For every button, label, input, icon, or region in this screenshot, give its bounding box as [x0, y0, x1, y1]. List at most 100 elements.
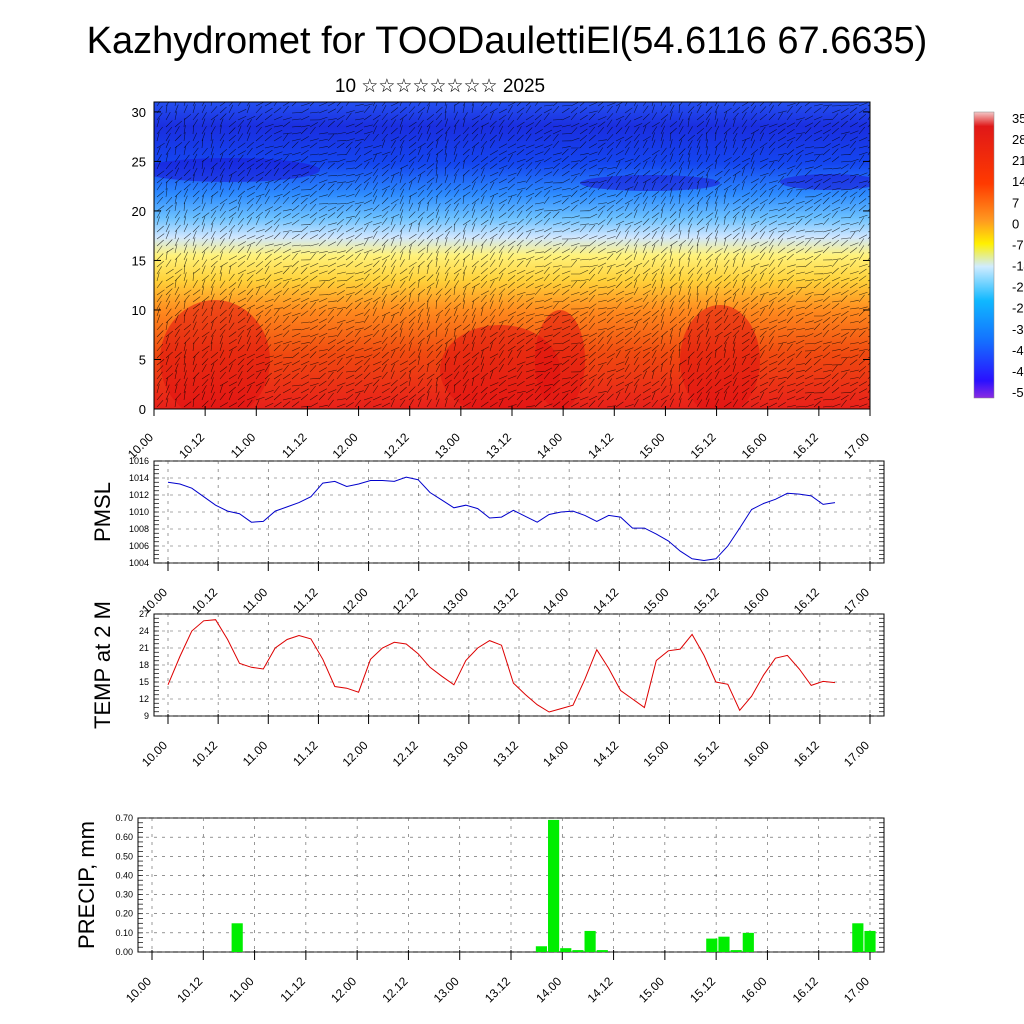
- precip-chart: 0.00 0.10 0.20 0.30 0.40 0.50 0.60 0.70 PRECIP, …: [74, 813, 885, 1005]
- heatmap-xtick-label: 13.00: [432, 430, 463, 461]
- temp-xtick-label: 10.00: [139, 738, 170, 769]
- temp-ytick-label: 27: [139, 609, 149, 619]
- pmsl-xtick-label: 12.00: [340, 585, 371, 616]
- temp-xtick-label: 17.00: [841, 738, 872, 769]
- precip-bar: [548, 819, 560, 952]
- precip-xtick-label: 14.00: [533, 974, 564, 1005]
- pmsl-xtick-label: 17.00: [841, 585, 872, 616]
- colorbar-label: -14: [1012, 259, 1024, 274]
- heatmap-ytick-label: 25: [132, 154, 146, 169]
- heatmap-xtick-label: 12.12: [381, 430, 412, 461]
- temp-xtick-label: 12.00: [340, 738, 371, 769]
- precip-bar: [572, 950, 584, 952]
- precip-ytick-label: 0.10: [115, 928, 133, 938]
- pmsl-xtick-label: 14.12: [590, 585, 621, 616]
- heatmap-ytick-label: 5: [139, 352, 146, 367]
- heatmap-xtick-label: 14.00: [534, 430, 565, 461]
- precip-bar: [864, 930, 876, 952]
- colorbar-label: 35: [1012, 111, 1024, 126]
- precip-xtick-label: 12.12: [379, 974, 410, 1005]
- precip-xtick-label: 15.00: [636, 974, 667, 1005]
- colorbar-label: 21: [1012, 153, 1024, 168]
- heatmap-xtick-label: 13.12: [483, 430, 514, 461]
- precip-bar: [742, 932, 754, 952]
- temp-xtick-label: 11.12: [290, 738, 321, 769]
- precip-ytick-label: 0.20: [115, 909, 133, 919]
- pmsl-series-line: [167, 476, 836, 562]
- warm-cell: [160, 300, 270, 409]
- temp-ytick-label: 24: [139, 626, 149, 636]
- colorbar-label: -7: [1012, 237, 1024, 252]
- precip-bar: [730, 950, 742, 952]
- temp-xtick-label: 11.00: [240, 738, 271, 769]
- colorbar-label: -21: [1012, 280, 1024, 295]
- colorbar-label: -42: [1012, 343, 1024, 358]
- pmsl-ytick-label: 1012: [129, 490, 149, 500]
- temp-xtick-label: 14.12: [590, 738, 621, 769]
- precip-bar: [718, 936, 730, 952]
- temp-ytick-label: 12: [139, 694, 149, 704]
- precip-xtick-label: 13.00: [431, 974, 462, 1005]
- colorbar-label: -49: [1012, 364, 1024, 379]
- temp-ytick-label: 21: [139, 643, 149, 653]
- precip-xtick-label: 11.00: [226, 974, 257, 1005]
- warm-cell: [440, 325, 560, 409]
- pmsl-xtick-label: 15.12: [691, 585, 722, 616]
- cold-cell: [580, 175, 720, 191]
- heatmap-xtick-label: 16.12: [790, 430, 821, 461]
- precip-xtick-label: 10.12: [174, 974, 205, 1005]
- colorbar-label: 0: [1012, 216, 1019, 231]
- colorbar-label: 28: [1012, 132, 1024, 147]
- heatmap-ytick-label: 15: [132, 253, 146, 268]
- precip-xtick-label: 16.00: [738, 974, 769, 1005]
- precip-xtick-label: 13.12: [482, 974, 513, 1005]
- pmsl-ytick-label: 1010: [129, 507, 149, 517]
- colorbar-label: -35: [1012, 322, 1024, 337]
- temp-xtick-label: 16.00: [741, 738, 772, 769]
- pmsl-xtick-label: 15.00: [640, 585, 671, 616]
- precip-xtick-label: 10.00: [123, 974, 154, 1005]
- colorbar-label: -28: [1012, 301, 1024, 316]
- pmsl-ytick-label: 1014: [129, 473, 149, 483]
- heatmap-xtick-label: 15.00: [636, 430, 667, 461]
- pmsl-ytick-label: 1008: [129, 524, 149, 534]
- temp-xtick-label: 15.12: [691, 738, 722, 769]
- temp-ytick-label: 18: [139, 660, 149, 670]
- precip-xtick-label: 15.12: [687, 974, 718, 1005]
- precip-ytick-label: 0.30: [115, 890, 133, 900]
- temp-series-line: [167, 619, 836, 713]
- colorbar-label: 14: [1012, 174, 1024, 189]
- temp2m-chart: 9 12 15 18 21 24 27 TEMP at 2 M 10.00 10.12 11.00 1…: [90, 601, 885, 769]
- precip-bar: [231, 923, 243, 952]
- temp-xtick-label: 15.00: [640, 738, 671, 769]
- temp-xtick-label: 13.00: [440, 738, 471, 769]
- precip-xtick-label: 17.00: [841, 974, 872, 1005]
- temp-xtick-label: 10.12: [189, 738, 220, 769]
- pmsl-xtick-label: 14.00: [540, 585, 571, 616]
- colorbar-label: 7: [1012, 195, 1019, 210]
- pmsl-xtick-label: 16.12: [791, 585, 822, 616]
- colorbar-ramp: [973, 111, 995, 399]
- precip-ytick-label: 0.00: [115, 947, 133, 957]
- colorbar-label: -56: [1012, 385, 1024, 400]
- figure-title: Kazhydromet for TOODaulettiEl(54.6116 67…: [87, 20, 928, 62]
- pmsl-xtick-label: 16.00: [741, 585, 772, 616]
- temp-ytick-label: 15: [139, 677, 149, 687]
- precip-bar: [706, 938, 718, 952]
- pmsl-ylabel: PMSL: [90, 482, 115, 542]
- precip-bar: [535, 946, 548, 952]
- temp-xtick-label: 16.12: [791, 738, 822, 769]
- temp-xtick-label: 14.00: [540, 738, 571, 769]
- heatmap-overlay: [154, 102, 870, 409]
- pmsl-xtick-label: 13.00: [440, 585, 471, 616]
- heatmap-xtick-label: 11.12: [279, 430, 310, 461]
- colorbar: 35 28 21 14 7 0 -7 -14 -21 -28 -35 -42 -49 -56: [973, 111, 1024, 400]
- precip-ytick-label: 0.70: [115, 813, 133, 823]
- precip-ytick-label: 0.50: [115, 851, 133, 861]
- pmsl-xtick-label: 11.12: [290, 585, 321, 616]
- temp-ylabel: TEMP at 2 M: [90, 601, 115, 729]
- warm-cell: [680, 305, 760, 409]
